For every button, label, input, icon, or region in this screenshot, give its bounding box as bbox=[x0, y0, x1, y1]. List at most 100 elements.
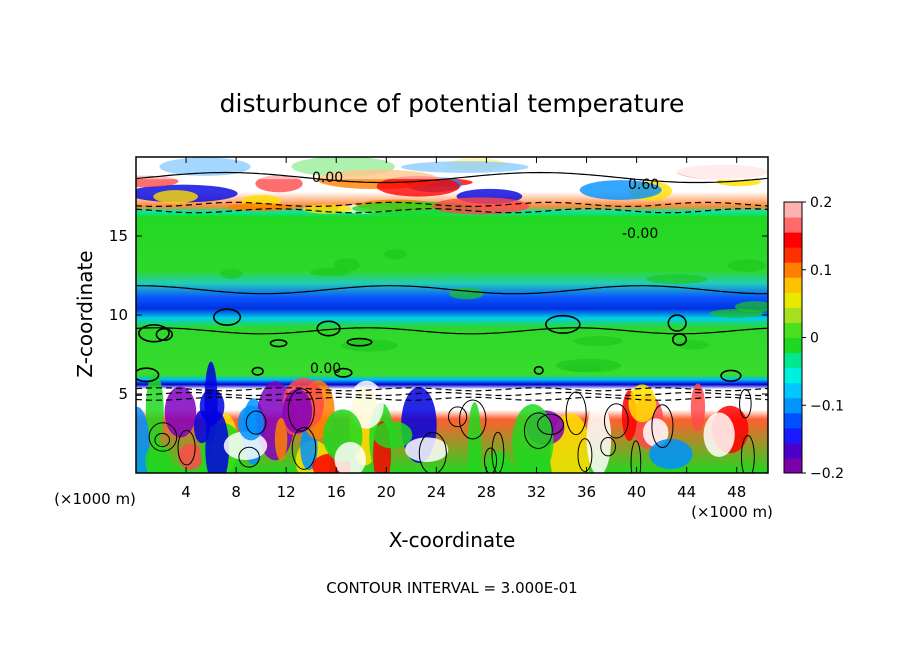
turbulence-cell bbox=[255, 175, 303, 193]
colorbar-swatch bbox=[784, 307, 802, 323]
contour-line bbox=[138, 324, 170, 343]
colorbar-swatch bbox=[784, 442, 802, 459]
turbulence-cell bbox=[274, 418, 288, 461]
contour-line bbox=[545, 314, 581, 334]
patch bbox=[341, 339, 398, 352]
x-tick-label: 40 bbox=[627, 483, 646, 501]
contour-value-label: -0.00 bbox=[622, 226, 658, 242]
contour-line bbox=[316, 320, 341, 337]
patch bbox=[727, 259, 767, 272]
contour-line bbox=[136, 367, 160, 383]
contour-line bbox=[136, 171, 768, 184]
colorbar-swatch bbox=[784, 457, 802, 474]
turbulence-cell bbox=[405, 437, 449, 462]
x-tick-label: 24 bbox=[427, 483, 446, 501]
contour-line bbox=[287, 388, 315, 432]
contour-line bbox=[603, 403, 629, 439]
contour-line bbox=[154, 432, 171, 448]
contour-line bbox=[577, 438, 593, 473]
y-tick-label: 15 bbox=[109, 227, 128, 245]
y-axis-label: Z-coordinate bbox=[73, 250, 97, 377]
contour-line bbox=[600, 437, 617, 457]
patch bbox=[646, 274, 708, 284]
patch bbox=[574, 336, 623, 346]
contour-line bbox=[177, 429, 196, 466]
colorbar-swatch bbox=[784, 337, 802, 354]
x-tick-label: 48 bbox=[727, 483, 746, 501]
colorbar-swatch bbox=[784, 412, 802, 429]
x-tick-label: 44 bbox=[677, 483, 696, 501]
x-tick-label: 8 bbox=[231, 483, 241, 501]
contour-line bbox=[334, 367, 353, 378]
colorbar-swatch bbox=[784, 367, 802, 384]
colorbar: 0.2 0.1 0 −0.1 −0.2 bbox=[783, 195, 844, 482]
turbulence-cell bbox=[177, 443, 203, 470]
contour-value-label: 0.00 bbox=[310, 361, 341, 377]
x-tick-label: 16 bbox=[327, 483, 346, 501]
turbulence-cell bbox=[227, 203, 292, 212]
contour-line bbox=[740, 435, 755, 473]
turbulence-cell bbox=[303, 204, 352, 214]
contour-line bbox=[533, 365, 544, 375]
patch bbox=[333, 258, 360, 272]
colorbar-swatch bbox=[784, 247, 802, 263]
x-tick-label: 32 bbox=[527, 483, 546, 501]
turbulence-cell bbox=[136, 406, 150, 473]
colorbar-swatch bbox=[784, 217, 802, 233]
chart-title: disturbunce of potential temperature bbox=[220, 89, 685, 118]
turbulence-cell bbox=[703, 412, 735, 457]
colorbar-swatch bbox=[784, 352, 802, 369]
contour-interval-note: CONTOUR INTERVAL = 3.000E-01 bbox=[326, 579, 577, 597]
turbulence-cell bbox=[690, 383, 706, 432]
patch bbox=[734, 301, 768, 313]
turbulence-blobs bbox=[136, 157, 768, 473]
patch bbox=[220, 268, 244, 279]
colorbar-swatch bbox=[784, 292, 802, 308]
contour-line bbox=[630, 440, 642, 473]
contour-line bbox=[245, 410, 267, 435]
contour-line bbox=[291, 426, 317, 470]
contour-lines: 0.00 0.60 -0.00 0.00 bbox=[136, 170, 768, 473]
contour-line bbox=[739, 388, 752, 419]
turbulence-cell bbox=[153, 190, 198, 204]
turbulence-cell bbox=[467, 402, 482, 473]
colorbar-swatch bbox=[784, 382, 802, 399]
y-tick-label: 5 bbox=[118, 385, 128, 403]
x-tick-label: 4 bbox=[181, 483, 191, 501]
upper-white-region bbox=[136, 157, 768, 180]
contour-line bbox=[667, 314, 687, 332]
contour-line bbox=[418, 431, 447, 473]
contour-line bbox=[136, 396, 768, 401]
contour-line bbox=[459, 399, 487, 440]
colorbar-swatch bbox=[784, 262, 802, 278]
contour-line bbox=[651, 404, 674, 449]
turbulence-cell bbox=[145, 442, 172, 473]
colorbar-swatch bbox=[784, 232, 802, 248]
x-tick-label: 12 bbox=[277, 483, 296, 501]
colorbar-tick-label: −0.1 bbox=[810, 398, 844, 414]
colorbar-swatch bbox=[784, 277, 802, 293]
contour-line bbox=[671, 333, 688, 346]
turbulence-cell bbox=[282, 388, 313, 434]
contour-line bbox=[269, 339, 288, 348]
colorbar-tick-label: 0 bbox=[810, 331, 819, 347]
patch bbox=[383, 249, 407, 260]
contour-line bbox=[537, 413, 565, 435]
turbulence-cell bbox=[376, 176, 460, 197]
x-tick-label: 28 bbox=[477, 483, 496, 501]
contour-line bbox=[213, 308, 242, 326]
x-axis-ticks: 4 8 12 16 20 24 28 32 36 40 44 48 bbox=[181, 157, 746, 501]
contour-line bbox=[136, 387, 768, 392]
contour-line bbox=[136, 391, 768, 397]
turbulence-cell bbox=[649, 438, 693, 470]
contour-line bbox=[136, 201, 768, 207]
colorbar-tick-label: 0.2 bbox=[810, 195, 832, 211]
contour-line bbox=[136, 285, 768, 295]
colorbar-tick-label: −0.2 bbox=[810, 466, 844, 482]
turbulence-cell bbox=[193, 410, 210, 444]
turbulence-cell bbox=[334, 441, 366, 473]
contour-line bbox=[238, 446, 260, 468]
turbulence-cell bbox=[579, 180, 662, 200]
turbulence-cell bbox=[487, 452, 511, 473]
